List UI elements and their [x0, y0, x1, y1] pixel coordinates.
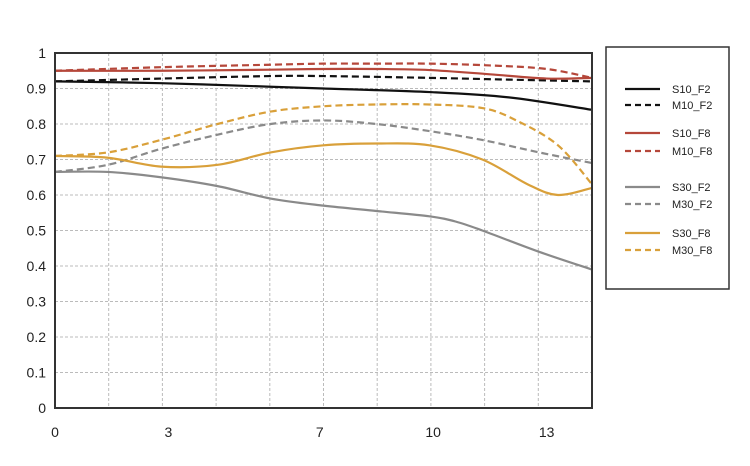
- y-tick-label: 1: [38, 45, 46, 61]
- series-line-m10-f2: [54, 74, 593, 83]
- y-tick-label: 0.2: [27, 329, 47, 345]
- y-tick-label: 0.5: [27, 223, 47, 239]
- series-line-s30-f8: [54, 142, 593, 197]
- legend-label: S30_F2: [672, 182, 711, 194]
- x-tick-label: 10: [425, 424, 441, 440]
- y-tick-label: 0.8: [27, 116, 47, 132]
- x-axis-ticks: 0 3 7 10 13: [51, 424, 555, 440]
- series-lines: [54, 62, 593, 271]
- plot-frame: [54, 52, 593, 409]
- series-line-m10-f8: [54, 62, 593, 79]
- series-line-m30-f2: [54, 119, 593, 174]
- y-tick-label: 0.4: [27, 258, 47, 274]
- x-tick-label: 13: [539, 424, 555, 440]
- legend-label: M30_F8: [672, 245, 712, 257]
- legend-label: M10_F2: [672, 100, 712, 112]
- x-tick-label: 7: [316, 424, 324, 440]
- legend: S10_F2 M10_F2 S10_F8 M10_F8 S30_F2 M30_F2 S30_…: [605, 46, 730, 290]
- series-line-s10-f8: [54, 67, 593, 80]
- y-tick-label: 0.9: [27, 81, 47, 97]
- y-tick-label: 0.6: [27, 187, 47, 203]
- y-tick-label: 0.1: [27, 365, 47, 381]
- legend-label: M10_F8: [672, 146, 712, 158]
- y-tick-label: 0.3: [27, 294, 47, 310]
- x-tick-label: 3: [165, 424, 173, 440]
- grid: [55, 53, 592, 408]
- x-tick-label: 0: [51, 424, 59, 440]
- legend-label: S10_F8: [672, 128, 711, 140]
- y-tick-label: 0: [38, 400, 46, 416]
- legend-box: [605, 46, 730, 290]
- series-line-s10-f2: [54, 80, 593, 111]
- y-axis-ticks: 0 0.1 0.2 0.3 0.4 0.5 0.6 0.7 0.8 0.9 1: [27, 45, 47, 416]
- series-line-m30-f8: [54, 103, 593, 186]
- legend-label: S30_F8: [672, 228, 711, 240]
- y-tick-label: 0.7: [27, 152, 47, 168]
- legend-label: S10_F2: [672, 84, 711, 96]
- legend-label: M30_F2: [672, 199, 712, 211]
- series-line-s30-f2: [54, 170, 593, 271]
